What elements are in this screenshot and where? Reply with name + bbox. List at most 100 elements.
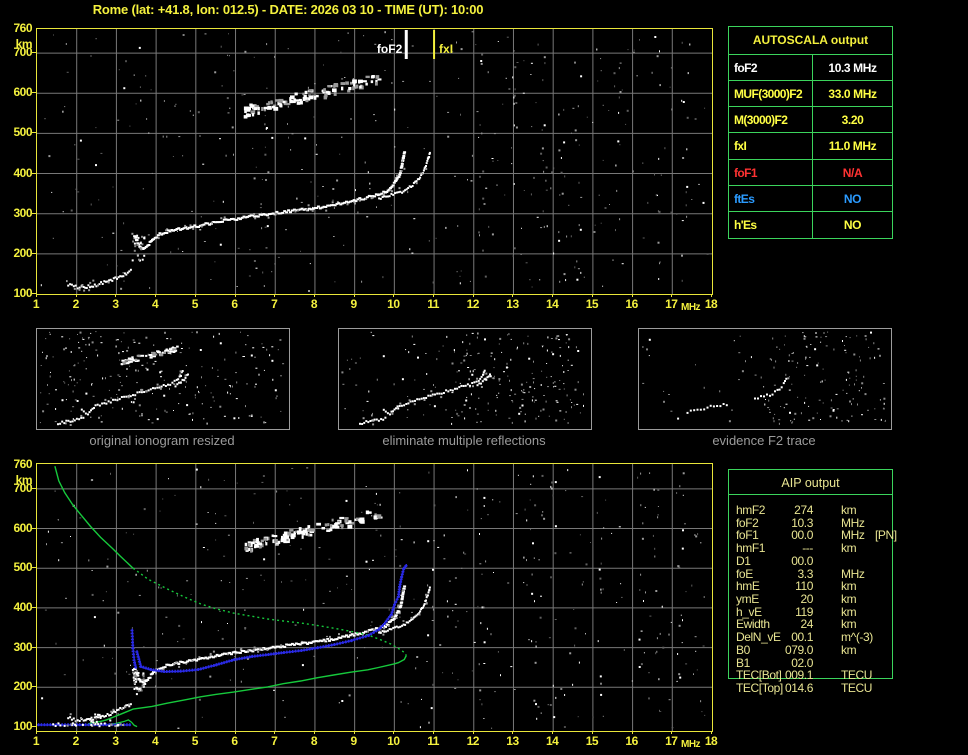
y-tick-mark bbox=[31, 726, 36, 727]
aip-row-value: 00.0 bbox=[791, 528, 813, 543]
aip-table-title: AIP output bbox=[781, 476, 840, 490]
table-row: h_vE 119 km bbox=[729, 605, 892, 619]
x-tick-label: 2 bbox=[72, 297, 80, 311]
aip-row-label: hmE bbox=[736, 579, 760, 594]
x-tick-label: 6 bbox=[231, 734, 238, 748]
y-axis-unit-label: km bbox=[15, 37, 33, 51]
caption-eliminate-reflections: eliminate multiple reflections bbox=[382, 433, 546, 448]
second-hop-trace bbox=[243, 75, 382, 119]
y-tick-mark bbox=[31, 52, 36, 54]
y-tick-label: 400 bbox=[13, 599, 32, 614]
panel-x-branch bbox=[174, 373, 189, 388]
aip-row-label: hmF2 bbox=[736, 503, 766, 517]
page-title: Rome (lat: +41.8, lon: 012.5) - DATE: 20… bbox=[92, 2, 484, 17]
x-tick-mark bbox=[671, 731, 673, 734]
table-row: M(3000)F2 3.20 bbox=[729, 107, 892, 133]
x-tick-label: 18 bbox=[704, 734, 718, 748]
x-tick-mark bbox=[591, 731, 593, 734]
e-region-trace bbox=[67, 268, 132, 292]
table-row: D1 00.0 bbox=[729, 553, 892, 568]
aip-row-value: 014.6 bbox=[784, 681, 813, 696]
autoscala-row-label: h'Es bbox=[734, 217, 757, 232]
x-tick-mark bbox=[313, 731, 315, 734]
x-tick-label: 9 bbox=[350, 297, 358, 311]
x-tick-label: 6 bbox=[231, 297, 238, 311]
x-tick-mark bbox=[631, 294, 633, 297]
aip-row-label: Ewidth bbox=[736, 617, 770, 632]
autoscala-row-divider bbox=[729, 54, 892, 55]
x-tick-mark bbox=[194, 294, 196, 297]
y-axis-unit-label: km bbox=[15, 473, 33, 487]
y-tick-label: 700 bbox=[13, 480, 32, 495]
bottom-ionogram-plot bbox=[36, 463, 713, 732]
y-tick-label: 200 bbox=[13, 679, 32, 694]
x-tick-label: 16 bbox=[625, 734, 638, 748]
x-axis-unit-label: MHz bbox=[681, 302, 701, 313]
table-row: hmF1 --- km bbox=[729, 542, 892, 555]
x-tick-mark bbox=[631, 731, 633, 734]
y-tick-label: 600 bbox=[13, 85, 32, 100]
x-tick-mark bbox=[552, 294, 554, 297]
aip-row-label: D1 bbox=[736, 553, 751, 568]
aip-row-value: 3.3 bbox=[797, 566, 814, 581]
top-ionogram-plot: foF2 fxI bbox=[36, 28, 713, 295]
x-tick-label: 3 bbox=[112, 297, 119, 311]
autoscala-row-label: fxI bbox=[734, 139, 747, 154]
x-tick-mark bbox=[671, 294, 673, 297]
aip-row-value: 10.3 bbox=[791, 515, 813, 530]
f2-extraordinary-trace bbox=[378, 586, 431, 636]
y-tick-label: 700 bbox=[13, 45, 32, 60]
foF2-marker-label: foF2 bbox=[377, 42, 403, 56]
panel-f2-evidence-2 bbox=[754, 377, 790, 400]
x-tick-mark bbox=[115, 731, 117, 734]
e-region-echoes bbox=[52, 713, 124, 728]
x-tick-label: 11 bbox=[427, 734, 439, 748]
table-row: TEC[Top] 014.6 TECU bbox=[729, 682, 892, 695]
aip-row-unit: km bbox=[841, 592, 857, 607]
x-tick-mark bbox=[433, 731, 435, 734]
panel-main-trace bbox=[80, 370, 184, 416]
table-row: fxI 11.0 MHz bbox=[729, 133, 892, 159]
y-axis-top-label: 760 bbox=[13, 21, 32, 35]
panel-noise bbox=[39, 331, 285, 425]
autoscala-row-value: 10.3 MHz bbox=[828, 61, 877, 75]
x-tick-mark bbox=[711, 731, 712, 734]
y-tick-label: 300 bbox=[13, 639, 32, 654]
aip-row-unit: km bbox=[841, 541, 857, 556]
x-tick-mark bbox=[393, 294, 395, 297]
x-tick-label: 14 bbox=[545, 734, 559, 748]
autoscala-row-label: ftEs bbox=[734, 191, 755, 206]
x-tick-label: 8 bbox=[310, 297, 318, 311]
autoscala-row-divider bbox=[729, 210, 892, 212]
autoscala-row-divider bbox=[729, 106, 892, 108]
caption-original-ionogram: original ionogram resized bbox=[89, 433, 235, 448]
x-tick-mark bbox=[75, 294, 77, 297]
x-tick-mark bbox=[155, 294, 157, 297]
autoscala-output-table: AUTOSCALA output foF2 10.3 MHz MUF(3000)F2… bbox=[728, 26, 893, 239]
panel-evidence-canvas bbox=[642, 331, 886, 425]
f2-extraordinary-trace bbox=[378, 151, 431, 200]
panel-second-hop bbox=[120, 345, 179, 366]
aip-row-value: 110 bbox=[795, 579, 813, 594]
y-tick-label: 300 bbox=[13, 205, 32, 220]
autoscala-row-divider bbox=[729, 158, 892, 160]
autoscala-row-value: NO bbox=[843, 217, 862, 232]
y-tick-mark bbox=[31, 646, 36, 648]
aip-row-unit: TECU bbox=[841, 668, 873, 683]
x-tick-label: 18 bbox=[704, 297, 718, 311]
y-tick-mark bbox=[31, 132, 36, 134]
x-tick-mark bbox=[194, 731, 196, 734]
table-row: MUF(3000)F2 33.0 MHz bbox=[729, 81, 892, 107]
table-row: hmE 110 km bbox=[729, 580, 892, 593]
table-row: ymE 20 km bbox=[729, 593, 892, 606]
autoscala-row-divider bbox=[729, 80, 892, 82]
x-tick-label: 13 bbox=[506, 734, 519, 748]
aip-row-label: foF1 bbox=[736, 528, 759, 543]
y-tick-mark bbox=[31, 527, 36, 529]
x-tick-label: 11 bbox=[427, 297, 439, 311]
x-tick-label: 4 bbox=[152, 297, 159, 311]
panel-noise bbox=[642, 331, 886, 425]
table-row: h'Es NO bbox=[729, 212, 892, 238]
second-hop-trace bbox=[244, 510, 383, 553]
